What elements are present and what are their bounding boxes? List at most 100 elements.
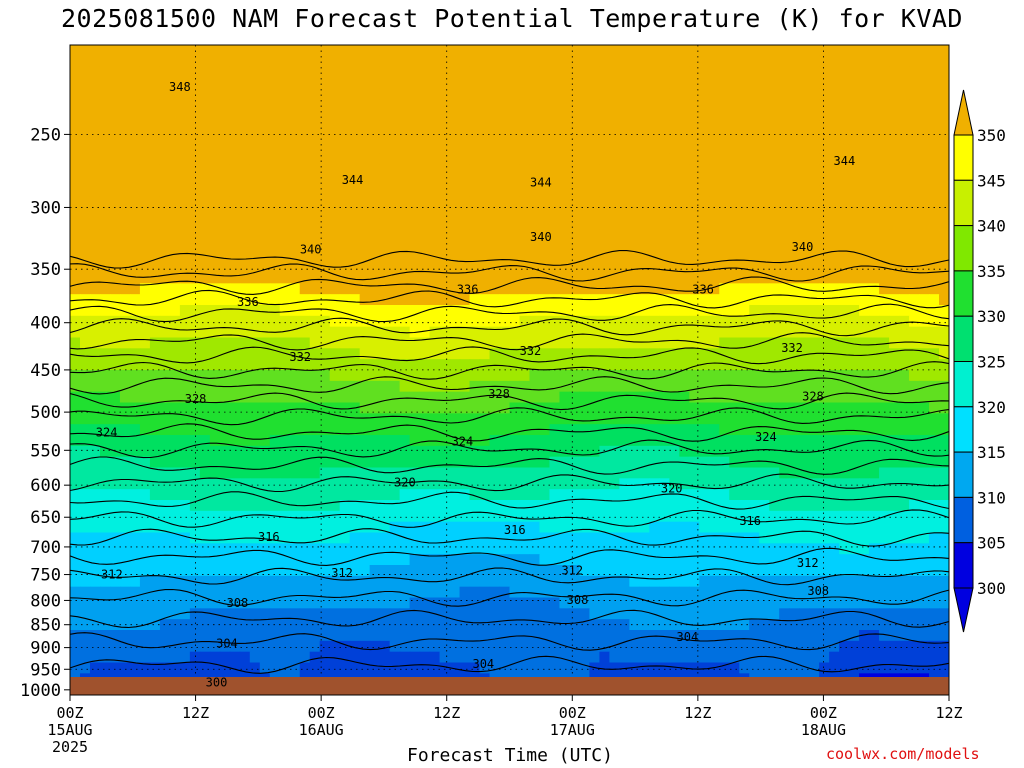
heat-cell [799, 348, 810, 360]
heat-cell [119, 175, 131, 187]
heat-cell [539, 413, 551, 425]
heat-cell [269, 110, 281, 122]
heat-cell [679, 370, 690, 382]
heat-cell [399, 651, 411, 664]
heat-cell [609, 55, 620, 68]
heat-cell [539, 45, 551, 57]
heat-cell [149, 478, 161, 490]
heat-cell [729, 370, 740, 382]
heat-cell [429, 337, 441, 349]
heat-cell [349, 478, 361, 490]
heat-cell [179, 45, 191, 57]
heat-cell [219, 261, 231, 274]
heat-cell [109, 88, 121, 100]
heat-cell [219, 435, 231, 447]
heat-cell [689, 229, 700, 241]
heat-cell [929, 294, 940, 306]
heat-cell [409, 651, 421, 664]
heat-cell [119, 196, 131, 209]
heat-cell [589, 532, 600, 544]
heat-cell [679, 478, 690, 490]
heat-cell [469, 326, 481, 339]
heat-cell [579, 445, 591, 458]
heat-cell [339, 175, 351, 187]
heat-cell [729, 337, 740, 349]
heat-cell [599, 261, 610, 274]
heat-cell [499, 66, 511, 79]
heat-cell [479, 326, 491, 339]
heat-cell [589, 510, 600, 523]
heat-cell [619, 142, 630, 154]
heat-cell [70, 305, 81, 317]
heat-cell [349, 380, 361, 393]
heat-cell [89, 142, 101, 154]
heat-cell [509, 445, 521, 458]
heat-cell [629, 630, 640, 642]
heat-cell [489, 110, 501, 122]
heat-cell [449, 597, 461, 609]
heat-cell [199, 500, 211, 512]
heat-cell [739, 110, 750, 122]
heat-cell [819, 110, 830, 122]
heat-cell [619, 55, 630, 68]
heat-cell [399, 348, 411, 360]
heat-cell [479, 597, 491, 609]
heat-cell [289, 630, 301, 642]
heat-cell [849, 315, 860, 328]
heat-cell [719, 510, 730, 523]
heat-cell [209, 402, 221, 414]
heat-cell [749, 543, 760, 555]
heat-cell [289, 196, 301, 209]
heat-cell [799, 261, 810, 274]
heat-cell [129, 370, 141, 382]
heat-cell [209, 391, 221, 404]
heat-cell [349, 510, 361, 523]
heat-cell [659, 175, 670, 187]
heat-cell [279, 640, 291, 653]
heat-cell [129, 510, 141, 523]
heat-cell [659, 478, 670, 490]
heat-cell [349, 250, 361, 263]
heat-cell [419, 294, 431, 306]
heat-cell [129, 391, 141, 404]
heat-cell [549, 597, 561, 609]
heat-cell [639, 240, 650, 252]
heat-cell [849, 229, 860, 241]
heat-cell [399, 110, 411, 122]
heat-cell [369, 294, 381, 306]
heat-cell [229, 305, 241, 317]
heat-cell [139, 45, 151, 57]
heat-cell [439, 55, 451, 68]
heat-cell [409, 283, 421, 295]
heat-cell [399, 207, 411, 219]
heat-cell [709, 272, 720, 284]
heat-cell [649, 565, 660, 577]
heat-cell [599, 402, 610, 414]
heat-cell [599, 218, 610, 230]
heat-cell [289, 315, 301, 328]
heat-cell [239, 500, 251, 512]
heat-cell [679, 402, 690, 414]
heat-cell [419, 261, 431, 274]
heat-cell [179, 597, 191, 609]
heat-cell [709, 575, 720, 588]
heat-cell [399, 489, 411, 501]
heat-cell [249, 240, 261, 252]
heat-cell [869, 554, 880, 566]
heat-cell [629, 315, 640, 328]
heat-cell [529, 608, 541, 620]
heat-cell [159, 445, 171, 458]
heat-cell [729, 207, 740, 219]
heat-cell [569, 380, 581, 393]
heat-cell [829, 532, 840, 544]
heat-cell [309, 532, 321, 544]
heat-cell [70, 413, 81, 425]
heat-cell [599, 370, 610, 382]
heat-cell [609, 326, 620, 339]
heat-cell [459, 131, 471, 144]
heat-cell [489, 207, 501, 219]
heat-cell [519, 261, 531, 274]
heat-cell [689, 543, 700, 555]
heat-cell [869, 283, 880, 295]
heat-cell [599, 478, 610, 490]
